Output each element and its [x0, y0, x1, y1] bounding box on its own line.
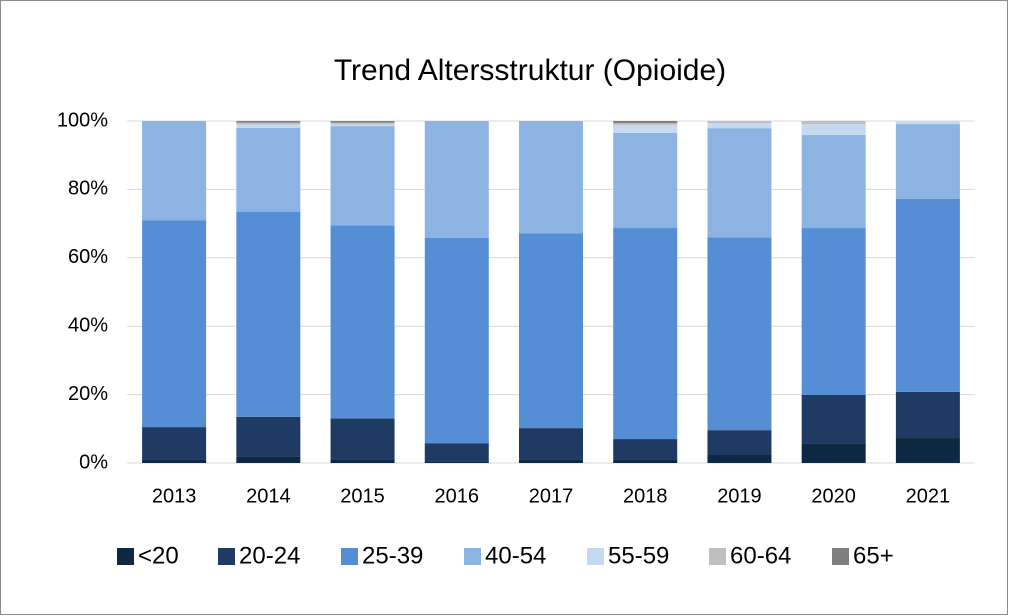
bar-segment — [424, 443, 489, 462]
bar-segment — [142, 121, 207, 221]
bar-segment — [801, 121, 866, 125]
bar-segment — [801, 443, 866, 463]
bar-segment — [707, 123, 772, 129]
legend-label: 65+ — [853, 542, 894, 569]
bar-segment — [519, 428, 583, 460]
x-tick-label: 2014 — [246, 485, 291, 507]
bar-segment — [613, 228, 678, 440]
bar-segment — [707, 430, 772, 455]
bar-segment — [236, 211, 301, 417]
bar-segment — [236, 127, 301, 212]
y-tick-label: 0% — [79, 451, 108, 473]
bar-segment — [613, 459, 678, 463]
x-tick-label: 2019 — [717, 485, 762, 507]
bar-segment — [613, 439, 678, 460]
bar-segment — [895, 391, 960, 439]
legend-label: <20 — [138, 542, 179, 569]
bar-segment — [330, 124, 395, 127]
bar-segment — [801, 228, 866, 395]
bar-segment — [707, 128, 772, 238]
bar-segment — [801, 394, 866, 444]
legend-swatch — [117, 548, 134, 565]
bar-segment — [895, 121, 960, 125]
bar-segment — [801, 135, 866, 229]
bar-segment — [519, 233, 583, 429]
y-tick-label: 100% — [57, 109, 108, 131]
bar-segment — [236, 416, 301, 457]
y-tick-label: 40% — [68, 314, 108, 336]
bar-segment — [707, 237, 772, 431]
x-tick-label: 2017 — [529, 485, 574, 507]
bar-segment — [330, 459, 395, 463]
bar-segment — [142, 427, 207, 460]
legend-swatch — [218, 548, 235, 565]
x-tick-label: 2016 — [435, 485, 480, 507]
legend-swatch — [709, 548, 726, 565]
legend-label: 60-64 — [730, 542, 791, 569]
legend-swatch — [587, 548, 604, 565]
bar-segment — [330, 122, 395, 125]
legend-label: 40-54 — [485, 542, 546, 569]
x-tick-label: 2020 — [811, 485, 856, 507]
bar-segment — [895, 198, 960, 392]
legend-label: 55-59 — [608, 542, 669, 569]
bar-segment — [330, 225, 395, 419]
bar-segment — [613, 121, 678, 124]
bar-segment — [801, 124, 866, 136]
bar-segment — [613, 132, 678, 229]
bar-segment — [330, 126, 395, 226]
bar-segment — [613, 125, 678, 133]
bar-segment — [707, 121, 772, 124]
bar-segment — [424, 461, 489, 463]
chart-title: Trend Altersstruktur (Opioide) — [334, 54, 726, 87]
legend-swatch — [832, 548, 849, 565]
bar-segment — [895, 124, 960, 199]
y-tick-label: 60% — [68, 246, 108, 268]
bar-segment — [895, 438, 960, 463]
legend-swatch — [464, 548, 481, 565]
bar-segment — [424, 237, 489, 444]
y-tick-label: 80% — [68, 178, 108, 200]
bar-segment — [330, 418, 395, 460]
legend-label: 25-39 — [362, 542, 423, 569]
bar-segment — [236, 124, 301, 128]
x-tick-label: 2015 — [340, 485, 385, 507]
bar-segment — [236, 121, 301, 123]
x-tick-label: 2021 — [906, 485, 951, 507]
bar-segment — [236, 456, 301, 463]
bar-segment — [613, 123, 678, 126]
legend-swatch — [341, 548, 358, 565]
bar-segment — [519, 121, 583, 234]
bar-segment — [424, 121, 489, 238]
bar-segment — [236, 122, 301, 125]
bar-segment — [707, 454, 772, 463]
bar-segment — [142, 459, 207, 463]
y-tick-label: 20% — [68, 383, 108, 405]
x-tick-label: 2018 — [623, 485, 668, 507]
bar-segment — [330, 121, 395, 123]
bar-segment — [142, 220, 207, 428]
x-tick-label: 2013 — [152, 485, 197, 507]
bar-segment — [519, 459, 583, 463]
legend-label: 20-24 — [239, 542, 300, 569]
